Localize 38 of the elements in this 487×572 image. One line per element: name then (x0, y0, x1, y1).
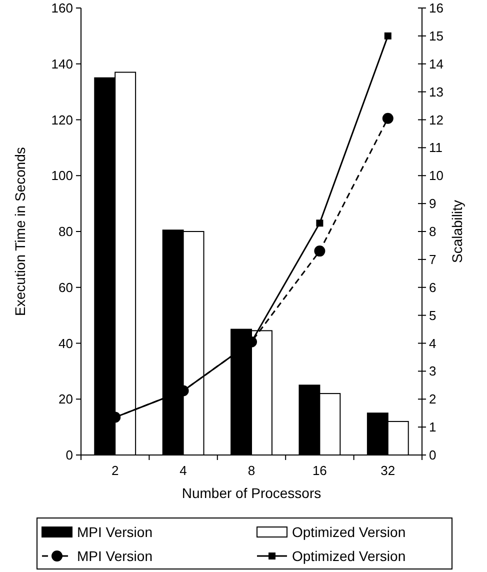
legend-label: Optimized Version (292, 524, 406, 540)
y2-tick-label: 4 (429, 336, 436, 351)
y-tick-label: 100 (51, 168, 73, 184)
y2-tick-label: 9 (429, 196, 436, 212)
y2-tick-label: 3 (429, 364, 436, 379)
y2-tick-label: 0 (429, 448, 436, 463)
y-tick-label: 140 (51, 56, 73, 72)
y2-tick-label: 11 (429, 140, 442, 156)
y2-tick-label: 15 (429, 28, 444, 44)
y2-tick-label: 5 (429, 308, 436, 323)
legend-label: MPI Version (77, 548, 152, 564)
legend-label: MPI Version (77, 524, 152, 540)
y2-tick-label: 14 (429, 56, 444, 72)
x-tick-label: 4 (180, 463, 187, 478)
x-tick-label: 32 (380, 463, 396, 478)
y2-tick-label: 8 (429, 224, 436, 240)
y2-tick-label: 6 (429, 280, 436, 295)
y2-tick-label: 1 (429, 420, 436, 435)
y-tick-label: 40 (58, 336, 73, 351)
y-tick-label: 20 (58, 392, 73, 407)
y-axis-title: Execution Time in Seconds (12, 147, 28, 316)
y2-tick-label: 7 (429, 252, 436, 267)
y2-tick-label: 13 (429, 84, 444, 100)
y2-tick-label: 16 (429, 0, 444, 16)
y-tick-label: 80 (58, 224, 73, 240)
y-tick-label: 120 (51, 112, 73, 128)
y-tick-label: 160 (51, 0, 73, 16)
legend-label: Optimized Version (292, 548, 406, 564)
y2-axis-title: Scalability (449, 200, 465, 264)
y2-tick-label: 12 (429, 112, 444, 128)
x-tick-label: 8 (248, 463, 256, 478)
x-tick-label: 2 (111, 463, 119, 478)
x-tick-label: 16 (312, 463, 327, 478)
y-tick-label: 60 (58, 280, 73, 295)
x-axis-title: Number of Processors (182, 485, 322, 501)
y2-tick-label: 2 (429, 392, 436, 407)
y2-tick-label: 10 (429, 168, 444, 184)
y-tick-label: 0 (66, 448, 73, 463)
